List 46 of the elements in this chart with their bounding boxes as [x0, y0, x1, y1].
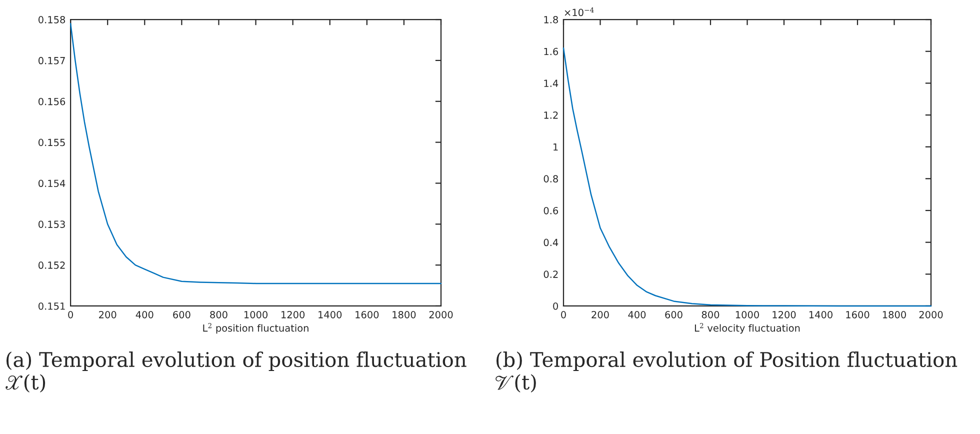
y-tick-label: 0.154 [38, 180, 66, 188]
y-tick-label: 1.6 [544, 48, 558, 56]
x-tick-label: 1600 [846, 311, 870, 318]
y-tick-label: 0.152 [38, 262, 65, 269]
y-tick-label: 0.158 [38, 16, 66, 24]
y-tick-label: 1.4 [544, 80, 558, 87]
x-tick-label: 0 [68, 311, 74, 318]
y-tick-label: 0.8 [544, 175, 558, 182]
y-tick-label: 0.155 [38, 138, 65, 146]
y-tick-label: 0.157 [38, 56, 65, 64]
x-tick-label: 600 [173, 311, 190, 318]
y-tick-label: 0 [553, 302, 558, 310]
x-axis-title: L$^{2}$ position fluctuation [203, 323, 308, 334]
text: (b) Temporal evolution of Position fluctuation 𝒱(t) [496, 352, 958, 393]
x-tick-label: 1600 [356, 311, 379, 318]
x-tick-label: 800 [210, 311, 228, 318]
y-tick-label: 0.6 [544, 206, 558, 214]
text: (a) Temporal evolution of position fluctuation 𝒳(t) [6, 352, 466, 393]
x-tick-label: 200 [99, 311, 116, 318]
x-tick-label: 1800 [392, 311, 416, 318]
y-tick-label: 0.2 [544, 270, 558, 278]
x-tick-label: 0 [561, 311, 566, 318]
x-axis-title: L$^{2}$ velocity fluctuation [694, 323, 800, 334]
text: ×10$^{−4}$ [564, 7, 594, 16]
y-tick-label: 0.156 [38, 98, 66, 106]
x-tick-label: 1800 [882, 311, 906, 318]
x-tick-label: 1400 [318, 311, 342, 318]
x-tick-label: 600 [665, 311, 682, 318]
x-tick-label: 1400 [809, 311, 832, 318]
x-tick-label: 200 [592, 311, 609, 318]
y-tick-label: 1.8 [544, 16, 558, 24]
x-tick-label: 2000 [919, 311, 943, 318]
y-tick-label: 0.4 [544, 238, 558, 246]
x-tick-label: 1200 [282, 311, 305, 318]
y-tick-label: 0.151 [38, 302, 65, 310]
x-tick-label: 2000 [429, 311, 453, 318]
line-series [70, 22, 442, 284]
x-tick-label: 1000 [244, 311, 268, 318]
x-tick-label: 800 [702, 311, 720, 318]
x-tick-label: 400 [136, 311, 154, 318]
y-tick-label: 1 [554, 143, 558, 151]
y-tick-label: 0.153 [38, 220, 65, 228]
x-tick-label: 1000 [736, 311, 759, 318]
y-tick-label: 1.2 [544, 111, 558, 119]
x-tick-label: 400 [628, 311, 646, 318]
x-tick-label: 1200 [772, 311, 796, 318]
